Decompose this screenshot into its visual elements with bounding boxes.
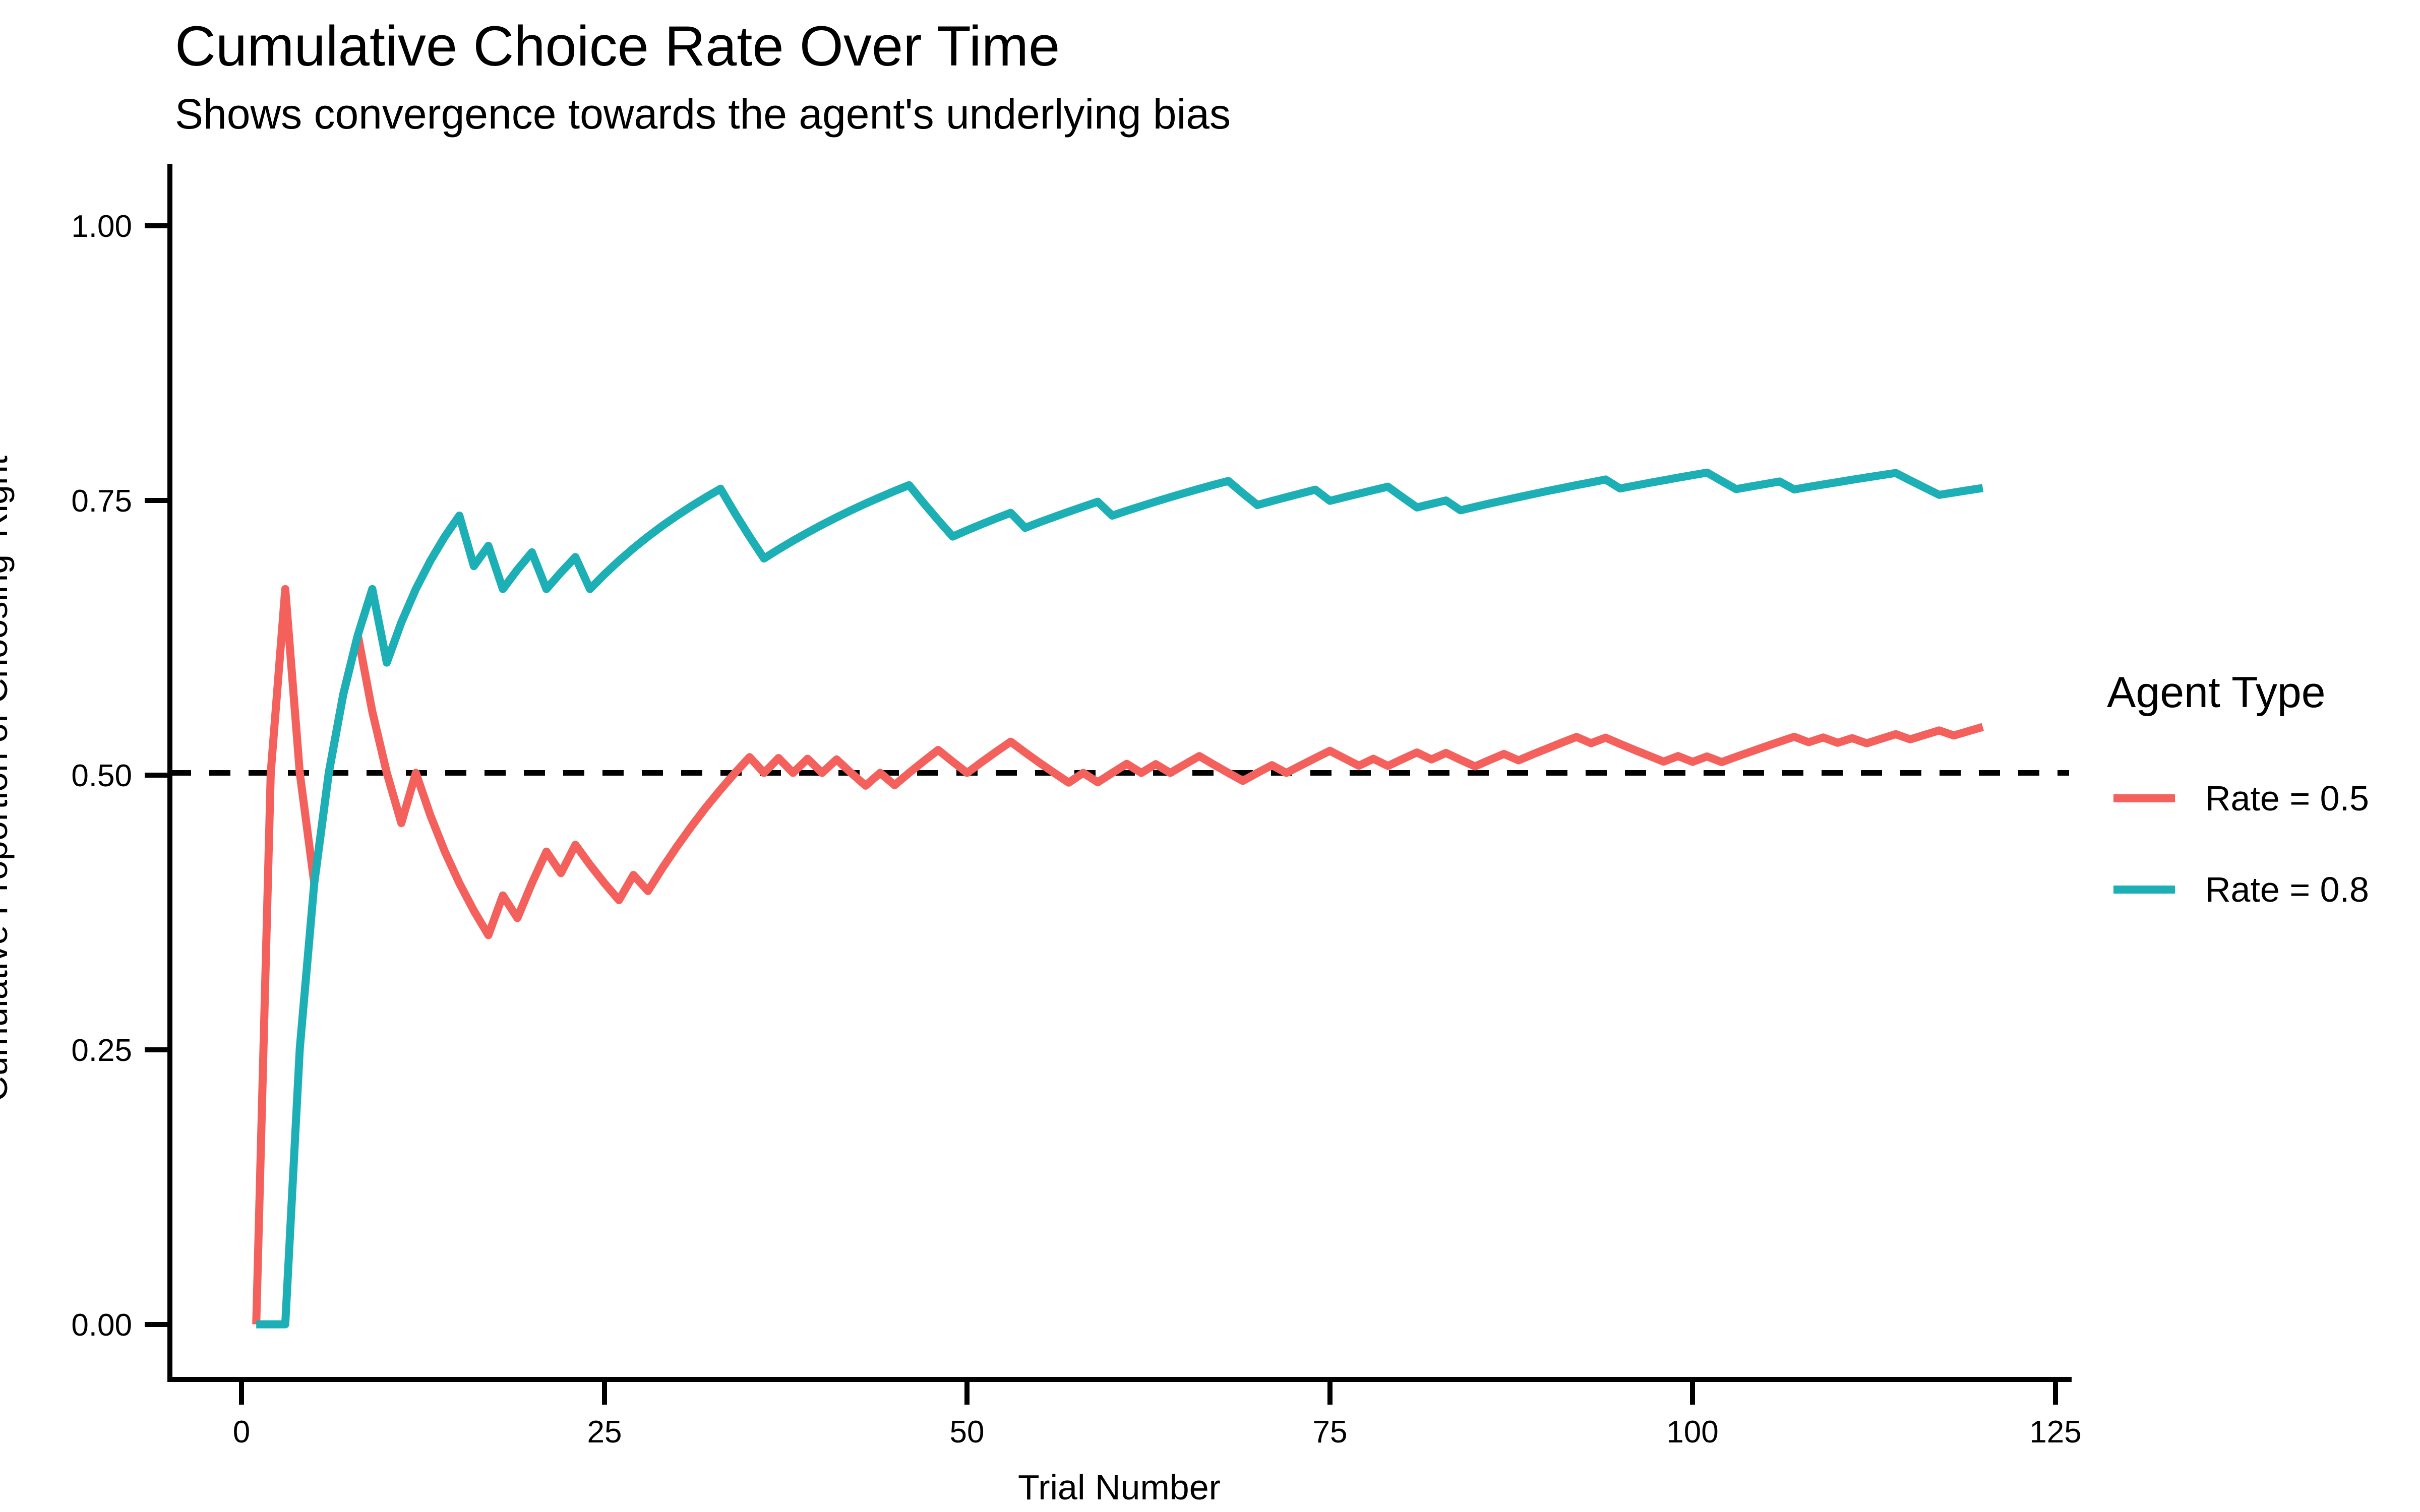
legend-item-rate-0-5: Rate = 0.5 bbox=[2113, 779, 2369, 818]
x-tick-label: 125 bbox=[2029, 1415, 2081, 1450]
x-tick-label: 75 bbox=[1313, 1415, 1348, 1450]
y-tick-label: 1.00 bbox=[71, 209, 132, 244]
x-axis-title: Trial Number bbox=[1018, 1468, 1221, 1507]
y-axis-title: Cumulative Proportion of Choosing 'Right… bbox=[0, 449, 15, 1102]
x-tick-marks bbox=[239, 1379, 2058, 1405]
legend-title: Agent Type bbox=[2107, 668, 2326, 717]
chart-subtitle: Shows convergence towards the agent's un… bbox=[175, 90, 1231, 138]
legend-item-rate-0-8: Rate = 0.8 bbox=[2113, 870, 2369, 909]
series-line-1 bbox=[256, 468, 1984, 1329]
x-tick-label: 50 bbox=[950, 1415, 985, 1450]
y-tick-label: 0.50 bbox=[71, 759, 132, 793]
chart-title: Cumulative Choice Rate Over Time bbox=[175, 15, 1060, 78]
data-lines-layer bbox=[170, 468, 2069, 1329]
legend-item-label: Rate = 0.8 bbox=[2205, 870, 2369, 909]
x-tick-label: 25 bbox=[587, 1415, 622, 1450]
legend-key-line-teal bbox=[2113, 886, 2175, 894]
y-tick-label: 0.25 bbox=[71, 1033, 132, 1068]
legend-key-line-red bbox=[2113, 794, 2175, 802]
y-tick-label: 0.75 bbox=[71, 484, 132, 519]
y-tick-marks bbox=[145, 223, 170, 1327]
series-line-0 bbox=[252, 585, 1984, 1325]
legend-item-label: Rate = 0.5 bbox=[2205, 779, 2369, 818]
legend: Agent Type Rate = 0.5 Rate = 0.8 bbox=[2107, 668, 2409, 909]
x-tick-label: 0 bbox=[233, 1415, 250, 1450]
x-tick-label: 100 bbox=[1666, 1415, 1718, 1450]
y-tick-label: 0.00 bbox=[71, 1308, 132, 1343]
